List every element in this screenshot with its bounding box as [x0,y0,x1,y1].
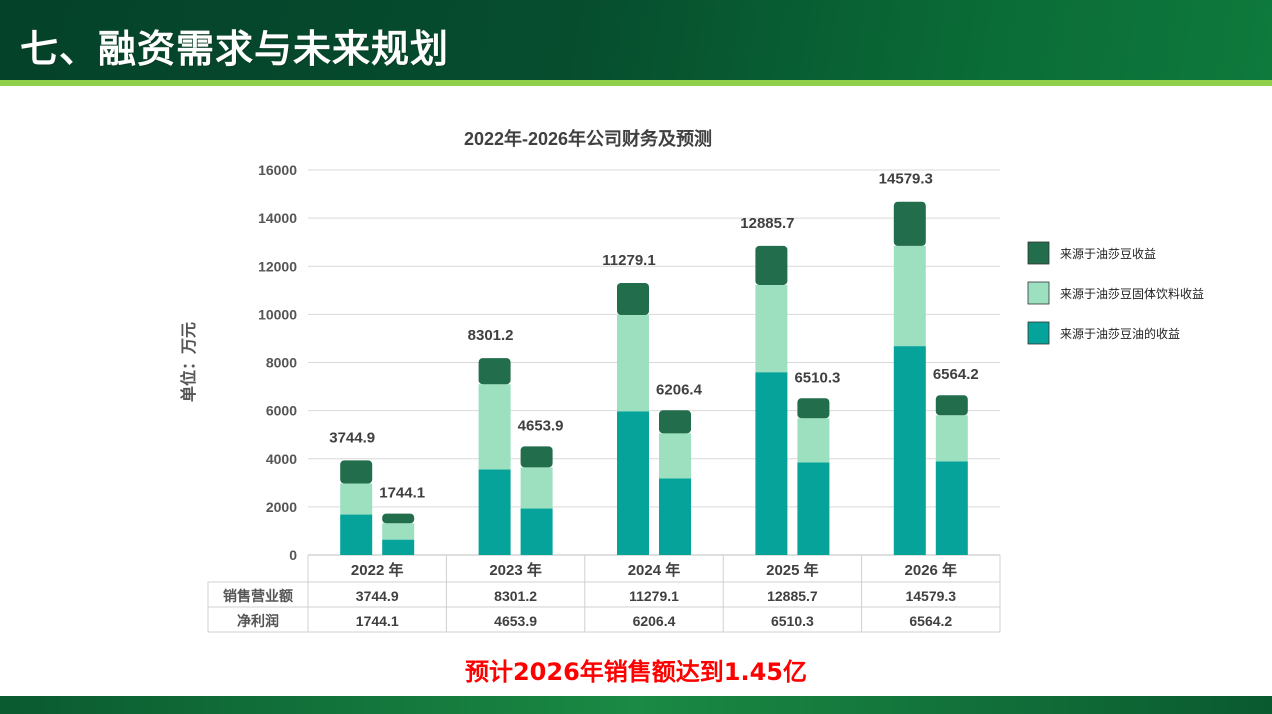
bar-profit-segment [520,467,553,509]
table-row-label: 净利润 [237,613,279,629]
y-tick-label: 0 [289,547,297,563]
bar-profit-segment [935,461,968,555]
bar-sales-segment [478,384,511,470]
bar-profit-segment [797,462,830,555]
bar-sales-segment [340,514,373,555]
table-cell: 6564.2 [909,613,952,629]
data-label: 14579.3 [879,171,933,188]
legend-swatch [1027,281,1050,305]
y-tick-label: 2000 [266,499,297,515]
y-tick-label: 12000 [258,258,297,274]
bar-sales-segment [893,245,926,347]
bar-profit-segment [382,523,415,540]
bar-profit-segment [659,433,691,479]
bar-profit-segment [935,415,968,462]
data-label: 6206.4 [656,381,703,398]
table-row-label: 销售营业额 [223,588,293,604]
bar-profit-segment [520,508,553,555]
legend-label: 来源于油莎豆收益 [1060,247,1156,261]
data-label: 8301.2 [468,327,514,344]
bar-sales-segment [340,483,373,515]
y-axis-label: 单位：万元 [179,322,198,402]
bar-sales-segment [893,346,926,555]
y-tick-label: 14000 [258,210,297,226]
table-cell: 8301.2 [494,588,537,604]
x-tick-label: 2022 年 [351,561,404,579]
bar-sales-segment [617,411,649,555]
y-tick-label: 4000 [266,451,297,467]
data-label: 11279.1 [602,252,655,269]
data-label: 12885.7 [740,215,794,232]
bar-sales-segment [755,284,788,373]
legend-swatch [1027,321,1050,345]
legend-label: 来源于油莎豆固体饮料收益 [1060,287,1204,301]
bar-profit-segment [797,418,830,463]
bar-sales-segment [478,358,511,385]
bar-profit-segment [382,513,415,524]
legend-swatch [1027,241,1050,265]
x-tick-label: 2023 年 [489,561,542,579]
forecast-note: 预计2026年销售额达到1.45亿 [464,658,807,686]
page-title: 七、融资需求与未来规划 [20,27,450,71]
bar-profit-segment [935,395,968,416]
chart-title: 2022年-2026年公司财务及预测 [464,128,712,149]
data-label: 4653.9 [518,417,564,434]
x-tick-label: 2026 年 [905,561,958,579]
legend-label: 来源于油莎豆油的收益 [1060,326,1180,341]
bar-profit-segment [797,398,830,419]
bar-profit-segment [520,446,553,468]
bar-sales-segment [617,282,649,316]
header-banner [0,0,1272,80]
bar-sales-segment [340,460,373,484]
header-accent-line [0,80,1272,86]
x-tick-label: 2025 年 [766,561,819,579]
x-tick-label: 2024 年 [628,561,681,579]
y-tick-label: 6000 [266,403,297,419]
table-cell: 3744.9 [356,588,399,604]
data-label: 1744.1 [379,485,425,502]
bar-sales-segment [755,372,788,555]
data-label: 3744.9 [329,429,375,446]
bar-sales-segment [893,201,926,246]
bar-profit-segment [382,539,415,555]
table-cell: 6206.4 [633,613,676,629]
bar-sales-segment [478,469,511,555]
table-cell: 1744.1 [356,613,399,629]
y-tick-label: 16000 [258,162,297,178]
bar-sales-segment [617,315,649,412]
table-cell: 11279.1 [629,588,679,604]
y-tick-label: 10000 [258,306,297,322]
table-cell: 14579.3 [905,588,956,604]
bar-profit-segment [659,410,691,434]
footer-band [0,696,1272,714]
table-cell: 12885.7 [767,588,818,604]
data-label: 6564.2 [933,366,979,383]
table-cell: 4653.9 [494,613,537,629]
bar-sales-segment [755,245,788,285]
bar-profit-segment [659,478,691,555]
y-tick-label: 8000 [266,355,297,371]
table-cell: 6510.3 [771,613,814,629]
data-label: 6510.3 [794,369,840,386]
